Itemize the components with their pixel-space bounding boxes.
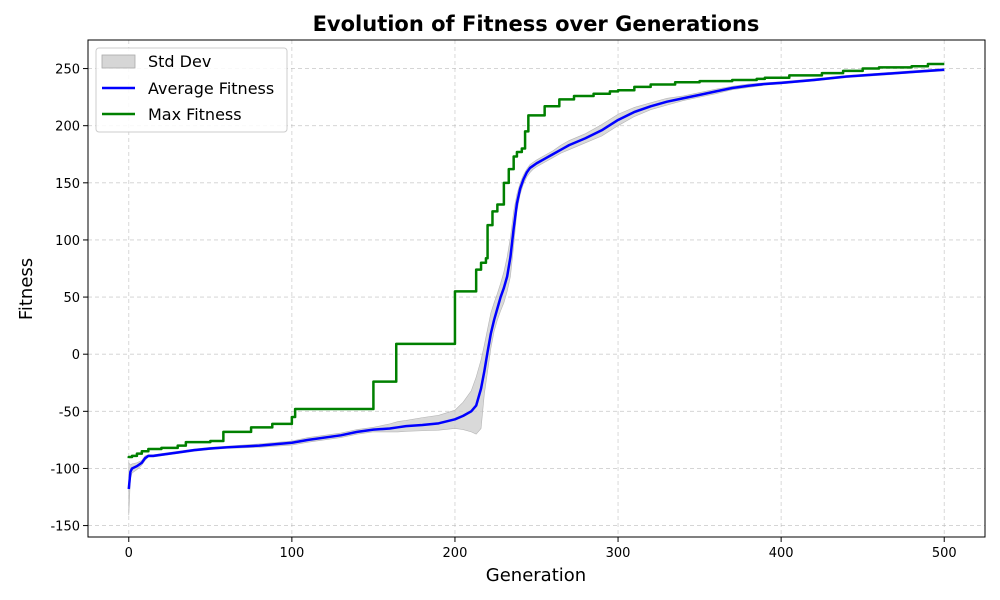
series-lines [127, 62, 945, 490]
x-tick-label: 0 [125, 546, 133, 561]
legend: Std Dev Average Fitness Max Fitness [95, 47, 288, 133]
std-dev-band [128, 68, 945, 516]
x-tick-label: 100 [279, 546, 304, 561]
average-fitness-line [127, 68, 945, 490]
max-fitness-line [127, 62, 945, 459]
legend-swatch-std-dev [101, 54, 136, 69]
plot-frame [87, 39, 986, 538]
y-tick-label: -50 [59, 405, 80, 420]
y-axis-ticks: -150 -100 -50 0 50 100 150 200 250 [50, 63, 88, 535]
x-tick-label: 300 [606, 546, 631, 561]
x-axis-label: Generation [486, 565, 586, 586]
y-tick-label: 0 [72, 348, 80, 363]
y-tick-label: 250 [55, 63, 80, 78]
x-tick-label: 500 [932, 546, 957, 561]
std-dev-area [128, 68, 945, 516]
y-tick-label: 50 [63, 291, 80, 306]
y-tick-label: -100 [50, 462, 80, 477]
x-tick-label: 400 [769, 546, 794, 561]
x-axis-ticks: 0 100 200 300 400 500 [125, 537, 957, 561]
y-tick-label: 150 [55, 177, 80, 192]
x-tick-label: 200 [443, 546, 468, 561]
chart-title: Evolution of Fitness over Generations [313, 12, 760, 36]
y-tick-label: -150 [50, 520, 80, 535]
legend-label-std-dev: Std Dev [148, 52, 211, 71]
y-tick-label: 100 [55, 234, 80, 249]
y-axis-label: Fitness [16, 258, 37, 320]
legend-label-average-fitness: Average Fitness [148, 79, 274, 98]
legend-box [95, 47, 288, 133]
y-tick-label: 200 [55, 120, 80, 135]
legend-label-max-fitness: Max Fitness [148, 105, 242, 124]
